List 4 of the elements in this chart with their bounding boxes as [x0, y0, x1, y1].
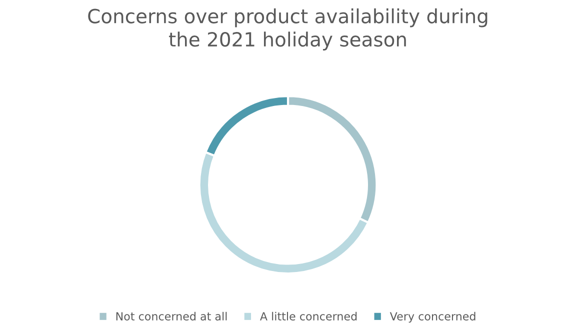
legend-label: Very concerned	[390, 312, 476, 323]
legend-label: A little concerned	[260, 312, 357, 320]
legend-label: Not concerned at all	[116, 312, 227, 320]
chart-title: Concerns over product availability during the 2021 holiday season	[88, 8, 488, 50]
